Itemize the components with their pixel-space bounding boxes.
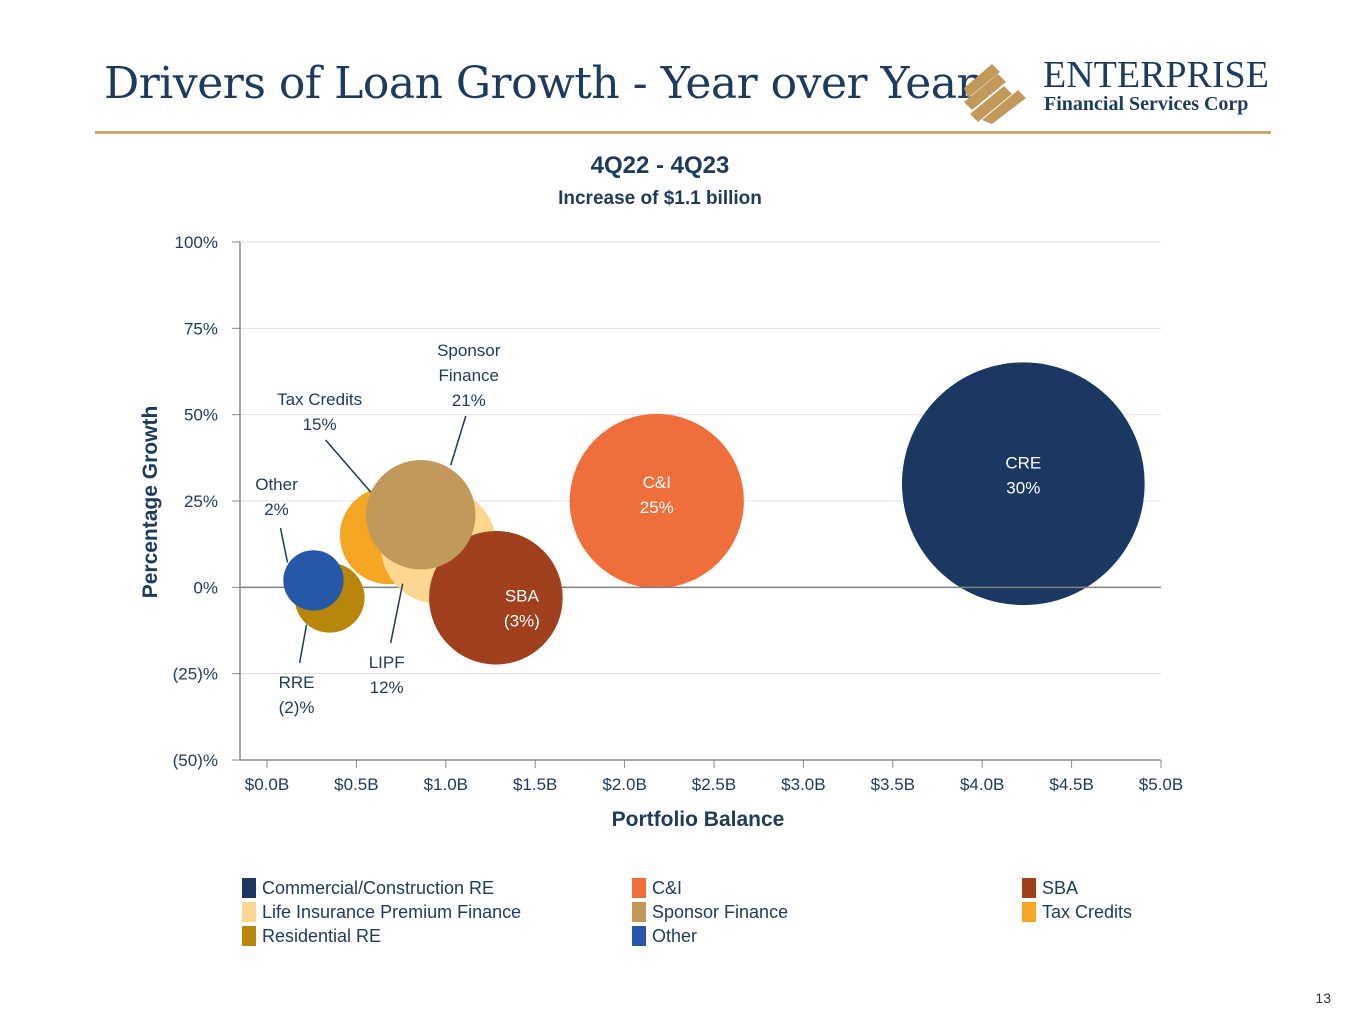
legend-label: C&I (652, 877, 683, 898)
data-label-name: Other (255, 475, 298, 494)
x-tick-label: $4.5B (1049, 775, 1093, 794)
data-label-value: (3%) (504, 612, 540, 631)
legend-label: Residential RE (262, 925, 382, 946)
data-label-name: CRE (1005, 454, 1041, 473)
legend-swatch (242, 878, 256, 898)
bubble-sponsor-front (366, 460, 476, 570)
data-label-name: C&I (643, 473, 671, 492)
leader-line (279, 527, 289, 563)
legend-label: Tax Credits (1042, 901, 1133, 922)
legend-swatch (632, 926, 646, 946)
page-number: 13 (1315, 990, 1331, 1006)
y-tick-label: 25% (184, 492, 218, 511)
y-tick-label: 0% (193, 578, 218, 597)
logo-icon (964, 64, 1026, 124)
legend-swatch (632, 902, 646, 922)
leader-line (389, 583, 404, 644)
legend-item: Life Insurance Premium Finance (242, 901, 521, 923)
leader-line (325, 439, 372, 493)
legend-label: Commercial/Construction RE (262, 877, 495, 898)
legend-item: Residential RE (242, 925, 381, 947)
bubble-cre (901, 362, 1145, 606)
legend-swatch (632, 878, 646, 898)
legend-label: SBA (1042, 877, 1079, 898)
data-label-name: LIPF (369, 653, 405, 672)
data-label-name: SBA (505, 587, 540, 606)
legend-swatch (242, 926, 256, 946)
x-tick-label: $5.0B (1139, 775, 1183, 794)
legend-swatch (1022, 878, 1036, 898)
x-tick-label: $2.0B (602, 775, 646, 794)
y-tick-label: (50)% (173, 751, 218, 770)
data-label-name: RRE (279, 673, 315, 692)
bubble-sba-overlay (429, 530, 563, 665)
y-axis-title: Percentage Growth (139, 406, 162, 599)
leader-line (450, 415, 467, 466)
logo-subtitle: Financial Services Corp (1044, 93, 1249, 115)
data-label-name: Tax Credits (277, 390, 362, 409)
y-tick-label: 100% (175, 233, 218, 252)
x-tick-label: $1.5B (513, 775, 557, 794)
legend-item: Sponsor Finance (632, 901, 788, 923)
legend-label: Life Insurance Premium Finance (262, 901, 522, 922)
x-tick-label: $2.5B (692, 775, 736, 794)
data-label-name: Finance (439, 366, 499, 385)
legend-swatch (1022, 902, 1036, 922)
legend-item: Tax Credits (1022, 901, 1132, 923)
legend-item: C&I (632, 877, 682, 899)
x-tick-label: $0.5B (334, 775, 378, 794)
data-label-value: 21% (452, 391, 486, 410)
legend-label: Sponsor Finance (652, 901, 789, 922)
x-tick-label: $3.0B (781, 775, 825, 794)
x-tick-label: $4.0B (960, 775, 1004, 794)
x-axis-title: Portfolio Balance (612, 808, 785, 831)
logo-stripe (982, 90, 1026, 124)
y-tick-label: 75% (184, 319, 218, 338)
leader-line (298, 624, 308, 664)
x-tick-label: $1.0B (424, 775, 468, 794)
logo-stripe (964, 64, 1000, 98)
legend-item: SBA (1022, 877, 1078, 899)
y-tick-label: (25)% (173, 665, 218, 684)
x-tick-label: $0.0B (245, 775, 289, 794)
bubble-ci (569, 413, 744, 589)
logo-stripe (964, 74, 1006, 110)
data-label-name: Sponsor (437, 341, 501, 360)
data-label-value: 2% (264, 500, 289, 519)
bubble-other-front (283, 550, 344, 611)
legend-item: Other (632, 925, 697, 947)
logo-stripe (970, 86, 1012, 122)
logo-name: ENTERPRISE (1043, 54, 1269, 96)
chart-subtitle: Increase of $1.1 billion (558, 188, 762, 209)
data-label-value: 25% (640, 498, 674, 517)
legend-label: Other (652, 925, 698, 946)
data-label-value: 15% (303, 415, 337, 434)
y-tick-label: 50% (184, 406, 218, 425)
x-tick-label: $3.5B (871, 775, 915, 794)
data-label-value: 30% (1006, 479, 1040, 498)
legend-swatch (242, 902, 256, 922)
data-label-value: (2)% (279, 698, 315, 717)
page-title: Drivers of Loan Growth - Year over Year (104, 58, 978, 109)
legend-item: Commercial/Construction RE (242, 877, 494, 899)
data-label-value: 12% (370, 678, 404, 697)
title-divider (95, 131, 1271, 134)
chart-title: 4Q22 - 4Q23 (590, 152, 730, 179)
